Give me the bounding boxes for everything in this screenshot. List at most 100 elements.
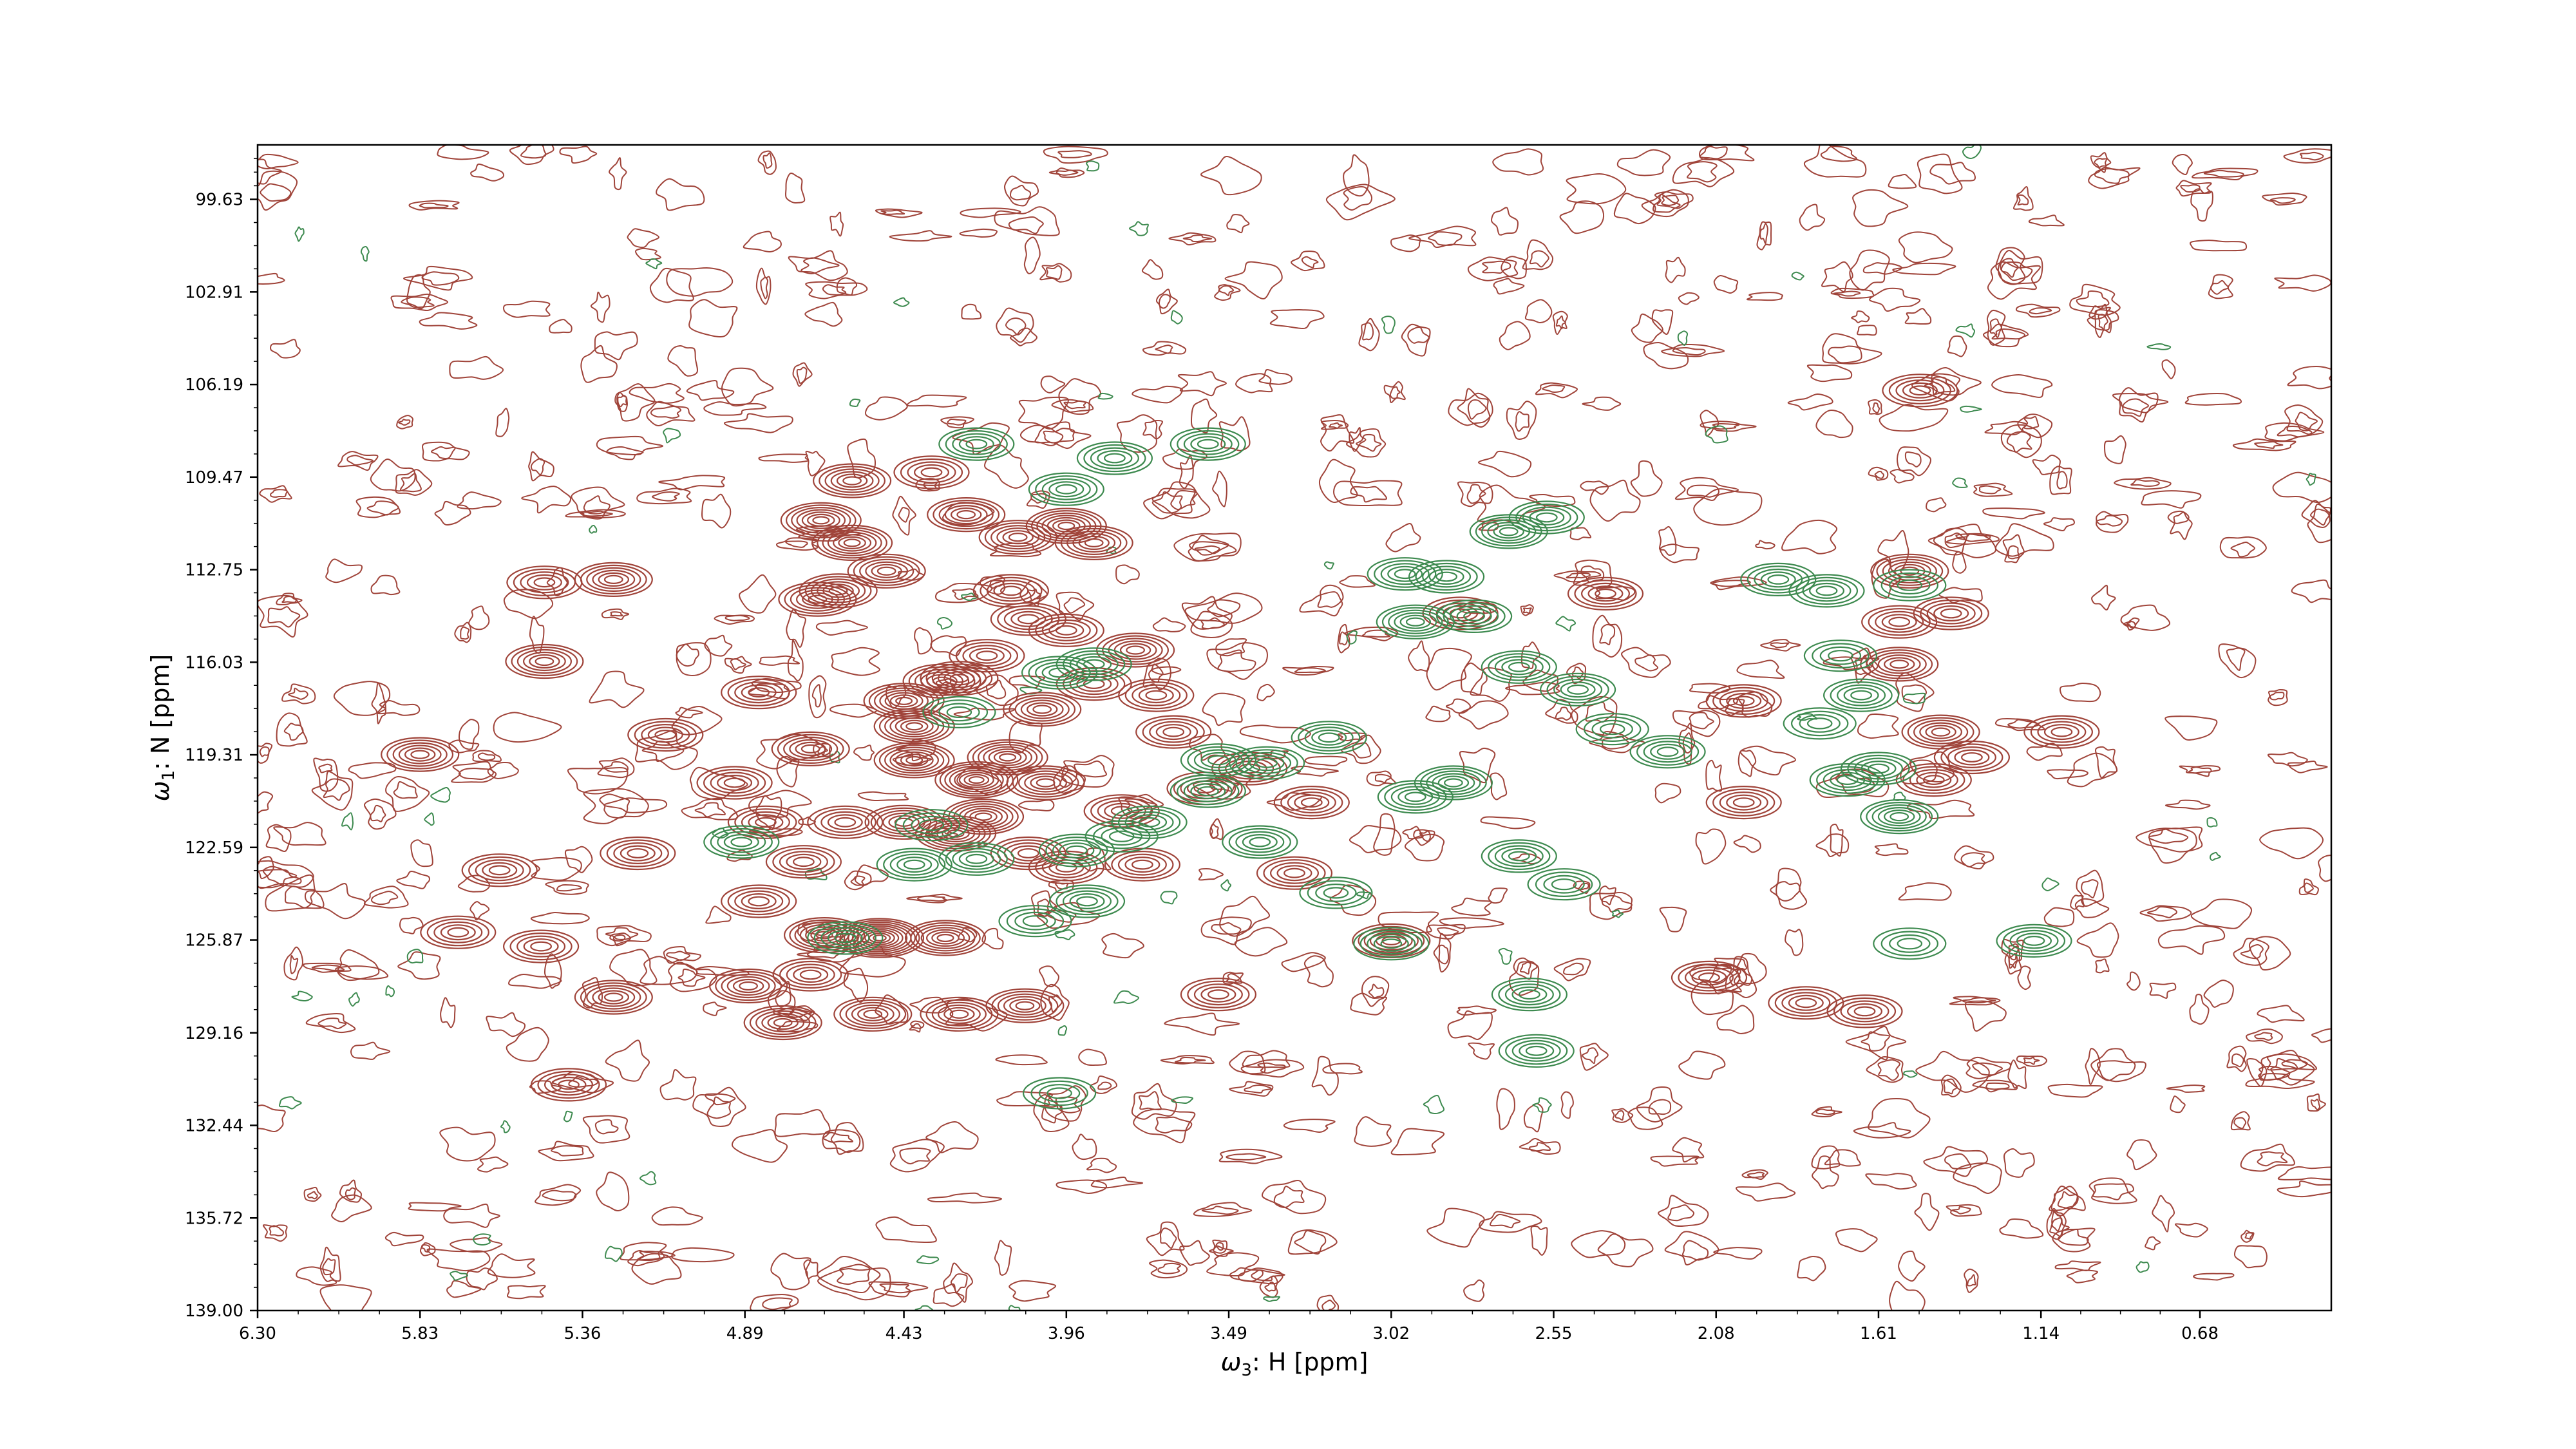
contour-level (997, 993, 1053, 1018)
contour-level (1280, 788, 1343, 817)
noise-contour (776, 537, 819, 551)
noise-contour (1456, 1005, 1497, 1016)
contour-level (748, 687, 770, 698)
contour-level (1038, 1084, 1081, 1103)
noise-contour (620, 1242, 667, 1261)
contour-level (1057, 522, 1075, 531)
contour-level (1323, 887, 1349, 899)
noise-contour (1712, 580, 1751, 587)
contour-level (1054, 525, 1133, 561)
contour-level (839, 999, 907, 1029)
contour-level (1404, 791, 1426, 802)
contour-level (815, 931, 833, 940)
contour-level (817, 527, 887, 559)
noise-contour (260, 183, 292, 202)
contour-level (580, 982, 647, 1012)
positive-peak (1826, 994, 1903, 1028)
noise-contour (1904, 308, 1932, 325)
noise-contour (1806, 364, 1853, 383)
noise-contour (815, 620, 868, 636)
noise-contour (1033, 1094, 1070, 1133)
contour-level (1030, 1080, 1088, 1106)
noise-contour (1995, 717, 2045, 732)
negative-peak (876, 848, 952, 882)
contour-level (1889, 811, 1909, 822)
contour-level (1118, 678, 1195, 712)
noise-contour (604, 1245, 623, 1262)
contour-level (1897, 938, 1923, 950)
noise-contour (875, 1216, 937, 1244)
noise-contour (844, 870, 872, 891)
noise-contour (847, 438, 876, 478)
noise-contour (291, 990, 313, 1002)
noise-contour (2006, 431, 2032, 453)
contour-level (1870, 553, 1949, 589)
noise-contour (1202, 692, 1245, 726)
noise-contour (1636, 1086, 1683, 1123)
noise-contour (1133, 1108, 1196, 1144)
contour-level (1149, 721, 1198, 743)
contour-level (1698, 972, 1720, 983)
noise-contour (2094, 158, 2107, 168)
noise-contour (1463, 1279, 1485, 1302)
contour-level (468, 856, 531, 884)
contour-level (771, 731, 850, 767)
contour-level (1947, 746, 1996, 768)
noise-contour (1985, 1082, 2010, 1090)
noise-contour (805, 281, 868, 299)
noise-contour (2318, 855, 2331, 882)
noise-contour (1868, 1098, 1931, 1139)
y-tick-label: 102.91 (185, 283, 243, 302)
noise-contour (346, 455, 374, 466)
noise-contour (1513, 957, 1538, 980)
contour-level (1712, 687, 1776, 715)
contour-level (717, 774, 753, 791)
noise-contour (1946, 533, 2000, 545)
noise-contour (2257, 1151, 2288, 1167)
y-axis-label-text: : N [ppm] (146, 654, 175, 770)
noise-contour (265, 824, 292, 853)
contour-level (1463, 611, 1486, 621)
noise-contour (307, 1191, 318, 1200)
noise-contour (1056, 591, 1095, 621)
contour-level (1840, 1000, 1889, 1023)
positive-peak (505, 643, 584, 679)
noise-contour (606, 446, 644, 460)
contour-level (1560, 681, 1596, 698)
negative-peak (1038, 833, 1115, 867)
noise-contour (507, 973, 562, 989)
noise-contour (837, 1264, 871, 1285)
contour-level (1384, 782, 1447, 811)
contour-level (1871, 804, 1927, 829)
noise-contour (675, 706, 703, 719)
positive-peaks (381, 374, 2100, 1102)
noise-contour (1337, 732, 1367, 742)
contour-level (808, 594, 828, 604)
contour-level (1422, 565, 1472, 588)
contour-level (1527, 868, 1601, 901)
negative-peak (1840, 752, 1917, 786)
noise-contour (1316, 1294, 1340, 1311)
noise-contour (1143, 488, 1196, 520)
contour-level (1276, 865, 1312, 882)
noise-contour (2254, 1032, 2273, 1041)
contour-level (761, 1012, 805, 1033)
noise-contour (1447, 1010, 1493, 1041)
noise-contour (995, 1054, 1048, 1066)
contour-level (592, 569, 636, 590)
noise-contour (1291, 251, 1325, 272)
noise-contour (2047, 769, 2088, 780)
contour-level (1263, 859, 1326, 887)
noise-contour (258, 869, 302, 889)
noise-contour (2126, 1139, 2157, 1171)
contour-level (1909, 769, 1958, 791)
noise-contour (1155, 289, 1178, 315)
noise-contour (1459, 747, 1496, 784)
contour-level (1895, 379, 1945, 402)
contour-level (734, 890, 784, 913)
noise-contour (1699, 146, 1728, 160)
contour-level (586, 567, 641, 592)
noise-contour (1589, 479, 1641, 522)
contour-level (1488, 842, 1551, 871)
noise-contour (2049, 1186, 2079, 1211)
